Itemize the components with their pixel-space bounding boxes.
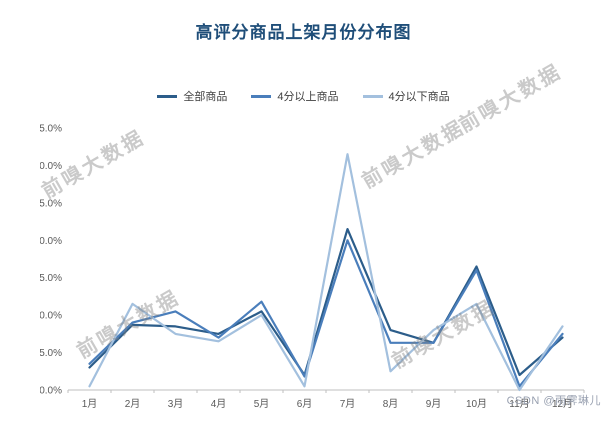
- line-chart: 0.0% 5.0% 10.0% 15.0% 20.0% 25.0% 30.0% 35.0% 1月…: [40, 124, 585, 410]
- legend: 全部商品 4分以上商品 4分以下商品: [0, 88, 607, 104]
- y-tick-label: 35.0%: [40, 124, 62, 135]
- series-line-0: [88, 227, 564, 377]
- x-tick-label: 10月: [466, 398, 487, 410]
- y-tick-label: 10.0%: [40, 311, 62, 322]
- legend-item-all-products[interactable]: 全部商品: [157, 88, 227, 104]
- y-tick-label: 20.0%: [40, 236, 62, 247]
- x-tick-label: 8月: [383, 398, 399, 410]
- y-tick-label: 0.0%: [40, 386, 62, 397]
- legend-item-below-4[interactable]: 4分以下商品: [362, 88, 450, 104]
- legend-swatch-below-4: [362, 94, 383, 98]
- legend-swatch-all-products: [157, 94, 178, 98]
- x-tick-label: 5月: [254, 398, 270, 410]
- x-tick-label: 12月: [552, 398, 573, 410]
- x-tick-label: 2月: [125, 398, 141, 410]
- y-tick-label: 25.0%: [40, 198, 62, 209]
- legend-label-above-4: 4分以上商品: [277, 91, 339, 103]
- x-tick-label: 3月: [168, 398, 184, 410]
- series-line-1: [88, 239, 564, 388]
- legend-swatch-above-4: [251, 94, 272, 98]
- chart-area: 0.0% 5.0% 10.0% 15.0% 20.0% 25.0% 30.0% 35.0% 1月…: [40, 118, 595, 418]
- x-tick-label: 4月: [211, 398, 227, 410]
- y-tick-label: 15.0%: [40, 273, 62, 284]
- x-tick-label: 6月: [297, 398, 313, 410]
- legend-label-all-products: 全部商品: [183, 91, 228, 103]
- x-tick-label: 9月: [426, 398, 442, 410]
- credit-watermark: CSDN @雨霁琳儿: [506, 395, 601, 407]
- x-tick-label: 1月: [82, 398, 98, 410]
- y-tick-label: 5.0%: [40, 348, 62, 359]
- series-line-2: [88, 153, 564, 392]
- x-tick-label: 11月: [509, 398, 529, 410]
- chart-title: 高评分商品上架月份分布图: [195, 23, 412, 42]
- legend-label-below-4: 4分以下商品: [388, 91, 450, 103]
- x-tick-label: 7月: [340, 398, 356, 410]
- legend-item-above-4[interactable]: 4分以上商品: [251, 88, 339, 104]
- y-tick-label: 30.0%: [40, 161, 62, 172]
